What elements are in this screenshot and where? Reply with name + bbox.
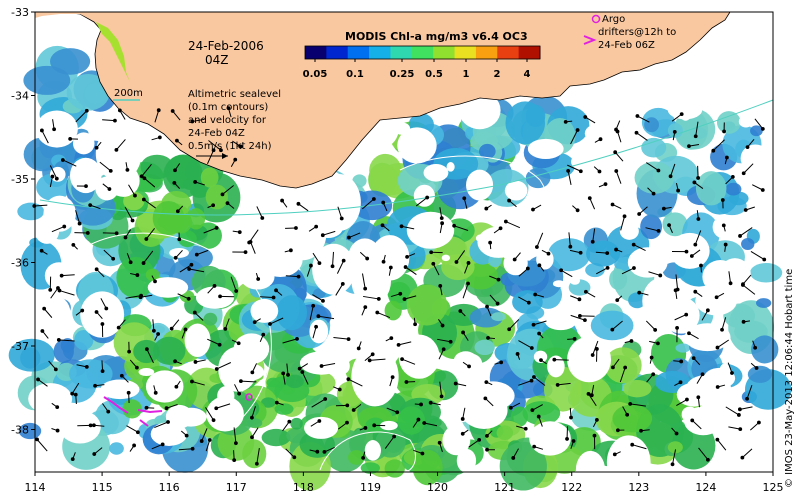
colorbar-segment: [390, 46, 413, 59]
x-tick-label: 120: [427, 481, 448, 494]
coastal-chlorophyll: [96, 22, 130, 82]
colorbar-tick-label: 0.25: [390, 69, 415, 80]
y-tick-label: -33: [11, 6, 29, 19]
colorbar-tick-label: 0.05: [303, 69, 328, 80]
depth-contour-label: 200m: [114, 88, 143, 99]
colorbar-tick-label: 4: [524, 69, 531, 80]
land-north-west-corner: [35, 12, 100, 22]
colorbar: [304, 45, 541, 60]
x-axis-ticks: 114 115 116 117 118 119 120 121 122 123 124 125: [25, 472, 784, 494]
x-tick-label: 115: [92, 481, 113, 494]
colorbar-segment: [475, 46, 498, 59]
x-tick-label: 116: [159, 481, 180, 494]
x-tick-label: 117: [226, 481, 247, 494]
depth-contour-200m: [39, 99, 774, 216]
colorbar-segment: [454, 46, 477, 59]
colorbar-segment: [369, 46, 391, 59]
x-tick-label: 118: [293, 481, 314, 494]
colorbar-tick-label: 1: [463, 69, 470, 80]
colorbar-segment: [411, 46, 434, 59]
colorbar-tick-label: 2: [494, 69, 501, 80]
colorbar-ticks: 0.05 0.1 0.25 0.5 1 2 4: [303, 59, 531, 80]
svg-text:0.5m/s (1kt 24h): 0.5m/s (1kt 24h): [188, 141, 272, 152]
drifter-position: [245, 393, 253, 401]
x-tick-label: 123: [628, 481, 649, 494]
copyright-notice: © IMOS 23-May-2013 12:06:44 Hobart time: [784, 269, 795, 488]
x-tick-label: 114: [25, 481, 46, 494]
colorbar-segment: [433, 46, 456, 59]
x-tick-label: 124: [695, 481, 716, 494]
sealevel-note: Altimetric sealevel (0.1m contours) and …: [188, 89, 281, 152]
colorbar-title: MODIS Chl-a mg/m3 v6.4 OC3: [345, 30, 528, 43]
x-tick-label: 122: [561, 481, 582, 494]
map-date: 24-Feb-2006: [188, 39, 264, 53]
x-tick-label: 119: [360, 481, 381, 494]
y-tick-label: -34: [11, 90, 29, 103]
y-axis-ticks: -33 -34 -35 -36 -37 -38: [11, 6, 35, 437]
drifter-legend-line-2: drifters@12h to: [598, 27, 676, 38]
drifter-legend-line-1: Argo: [602, 14, 625, 25]
y-tick-label: -36: [11, 257, 29, 270]
y-tick-label: -35: [11, 173, 29, 186]
svg-text:(0.1m contours): (0.1m contours): [188, 102, 268, 113]
colorbar-border: [304, 45, 541, 60]
drifter-tracks: [103, 396, 163, 427]
colorbar-segment: [326, 46, 349, 59]
plot-frame: [34, 11, 774, 473]
svg-text:24-Feb 04Z: 24-Feb 04Z: [188, 128, 245, 139]
svg-text:Altimetric sealevel: Altimetric sealevel: [188, 89, 281, 100]
colorbar-segment: [305, 46, 327, 59]
colorbar-segment: [518, 46, 541, 59]
cloud-gaps: [28, 91, 771, 490]
y-tick-label: -38: [11, 424, 29, 437]
colorbar-segment: [497, 46, 520, 59]
velocity-arrows: [32, 106, 767, 467]
y-tick-label: -37: [11, 340, 29, 353]
colorbar-tick-label: 0.5: [425, 69, 443, 80]
velocity-scale-arrow: [196, 153, 228, 159]
map-hour: 04Z: [205, 53, 229, 67]
x-tick-label: 125: [763, 481, 784, 494]
land-australia: [34, 11, 731, 189]
drifter-legend-line-3: 24-Feb 06Z: [598, 40, 655, 51]
colorbar-tick-label: 0.1: [346, 69, 364, 80]
colorbar-segment: [347, 46, 370, 59]
svg-text:and velocity for: and velocity for: [188, 115, 267, 126]
drifter-legend-chevron: [583, 35, 597, 45]
drifter-legend-marker: [591, 14, 601, 24]
x-tick-label: 121: [494, 481, 515, 494]
